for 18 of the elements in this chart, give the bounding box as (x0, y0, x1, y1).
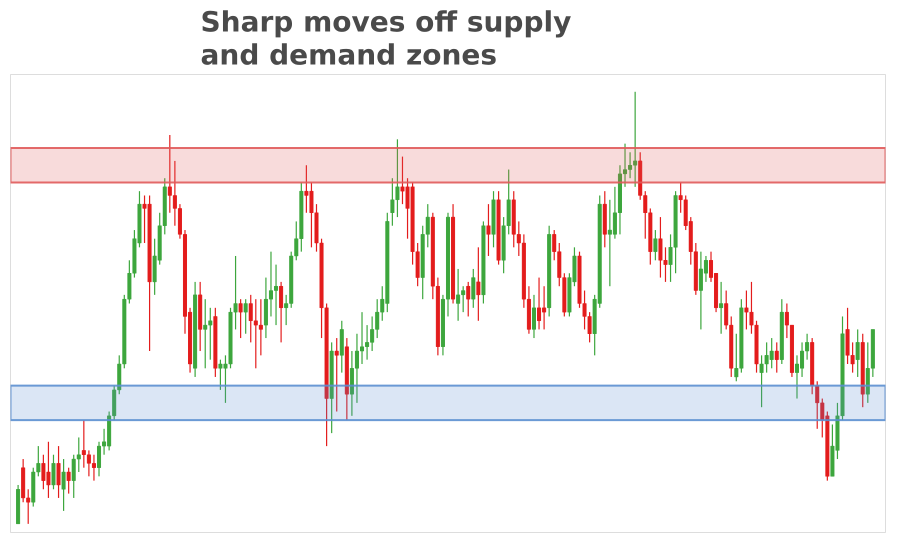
candlestick (653, 229, 658, 261)
candlestick (51, 454, 56, 490)
candlestick (62, 458, 66, 512)
chart-title: Sharp moves off supply and demand zones (200, 6, 572, 72)
candlestick (279, 281, 284, 343)
candlestick (471, 268, 476, 308)
candlestick (66, 467, 71, 494)
candlestick (486, 204, 490, 257)
candlestick (56, 445, 61, 499)
candlestick (238, 298, 243, 339)
candlestick (466, 281, 470, 318)
candlestick (774, 342, 779, 374)
candlestick (719, 281, 724, 334)
candlestick (334, 337, 339, 412)
candlestick (532, 294, 536, 339)
candlestick (476, 246, 480, 322)
candlestick (244, 298, 248, 334)
candlestick (856, 328, 860, 378)
